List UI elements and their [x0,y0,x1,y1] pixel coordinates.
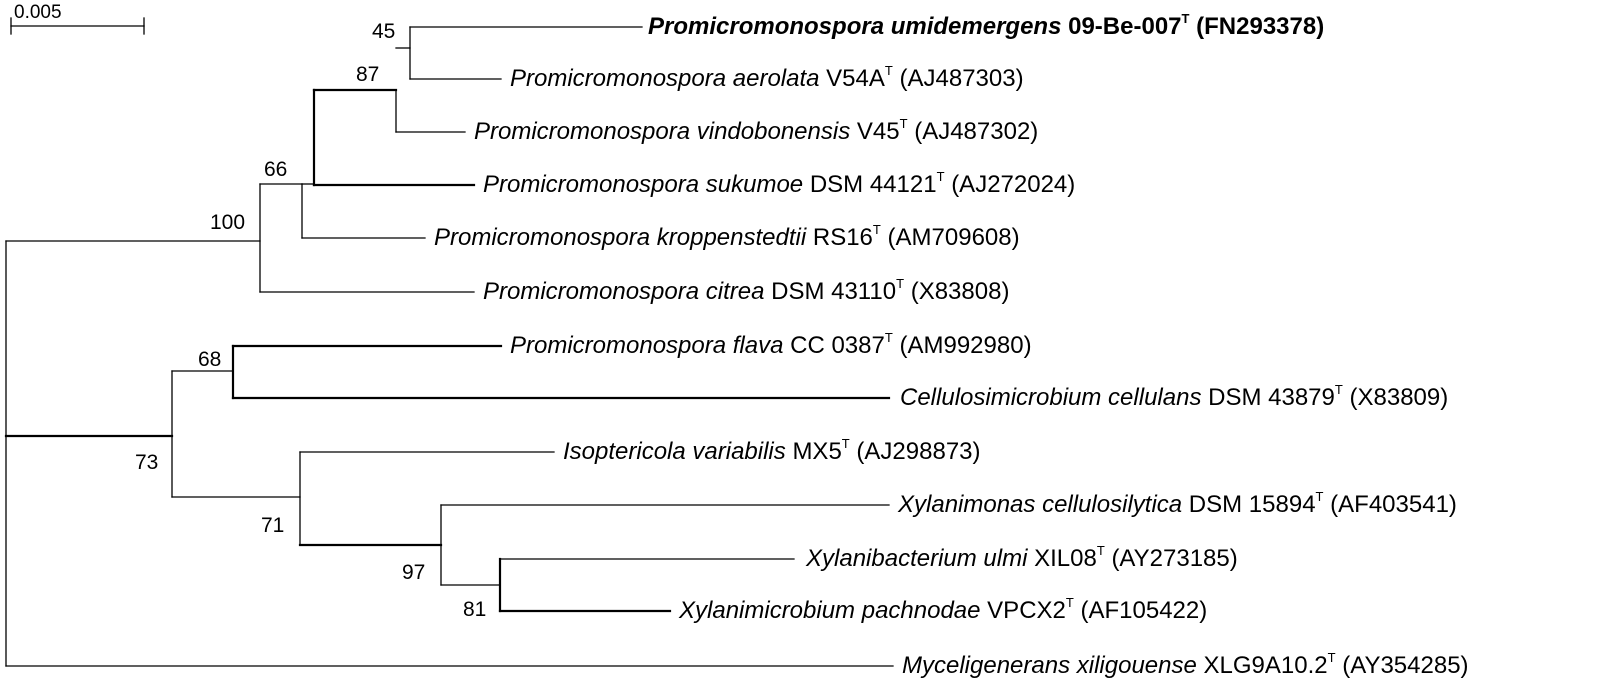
bootstrap-100: 100 [210,211,246,234]
accession: (X83808) [910,278,1010,305]
leaf-label: Promicromonospora kroppenstedtii RS16T (… [434,222,1020,252]
leaf-label: Promicromonospora aerolata V54AT (AJ4873… [510,63,1024,93]
leaf-label: Promicromonospora citrea DSM 43110T (X83… [483,276,1010,306]
species-name: Promicromonospora flava [510,332,784,359]
species-name: Isoptericola variabilis [563,438,786,465]
bootstrap-73: 73 [135,451,159,474]
type-strain-mark: T [899,116,908,131]
strain: RS16 [812,224,873,251]
type-strain-mark: T [884,63,893,78]
accession: (X83809) [1349,384,1449,411]
strain: DSM 15894 [1188,491,1316,518]
strain: V54A [826,65,885,92]
strain: DSM 44121 [809,171,937,198]
leaf-label: Isoptericola variabilis MX5T (AJ298873) [563,436,981,466]
leaf-label: Promicromonospora vindobonensis V45T (AJ… [474,116,1039,146]
scale-bar-label: 0.005 [14,2,62,23]
type-strain-mark: T [841,436,850,451]
strain: XLG9A10.2 [1203,652,1328,679]
type-strain-mark: T [1315,489,1324,504]
bootstrap-68: 68 [198,348,222,371]
type-strain-mark: T [884,330,893,345]
accession: (AJ272024) [951,171,1076,198]
bootstrap-97: 97 [402,561,426,584]
bootstrap-45: 45 [372,20,396,43]
type-strain-mark: T [1334,382,1343,397]
leaf-label: Promicromonospora sukumoe DSM 44121T (AJ… [483,169,1076,199]
accession: (AF105422) [1080,597,1208,624]
bootstrap-81: 81 [463,598,487,621]
species-name: Cellulosimicrobium cellulans [900,384,1202,411]
strain: DSM 43110 [771,278,897,305]
leaf-label: Xylanimicrobium pachnodae VPCX2T (AF1054… [679,595,1208,625]
species-name: Xylanibacterium ulmi [806,545,1028,572]
leaf-label: Cellulosimicrobium cellulans DSM 43879T … [900,382,1449,412]
accession: (AM992980) [899,332,1032,359]
leaf-label: Xylanibacterium ulmi XIL08T (AY273185) [806,543,1238,573]
bootstrap-71: 71 [261,514,285,537]
accession: (FN293378) [1196,13,1325,40]
type-strain-mark: T [872,222,881,237]
strain: MX5 [792,438,842,465]
bootstrap-87: 87 [356,63,380,86]
strain: XIL08 [1034,545,1097,572]
accession: (AY354285) [1342,652,1469,679]
type-strain-mark: T [1096,543,1105,558]
species-name: Promicromonospora vindobonensis [474,118,851,145]
species-name: Xylanimicrobium pachnodae [679,597,981,624]
species-name: Myceligenerans xiligouense [902,652,1197,679]
species-name: Promicromonospora sukumoe [483,171,804,198]
type-strain-mark: T [1065,595,1074,610]
strain: CC 0387 [790,332,885,359]
strain: VPCX2 [987,597,1066,624]
leaf-label: Myceligenerans xiligouense XLG9A10.2T (A… [902,650,1469,680]
type-strain-mark: T [896,276,905,291]
species-name: Promicromonospora kroppenstedtii [434,224,807,251]
accession: (AF403541) [1330,491,1457,518]
species-name: Promicromonospora umidemergens [648,13,1062,40]
leaf-label: Promicromonospora umidemergens 09-Be-007… [648,11,1325,41]
leaf-label: Promicromonospora flava CC 0387T (AM9929… [510,330,1032,360]
strain: 09-Be-007 [1068,13,1182,40]
accession: (AJ298873) [856,438,981,465]
bootstrap-66: 66 [264,158,288,181]
type-strain-mark: T [936,169,945,184]
accession: (AJ487302) [914,118,1039,145]
species-name: Promicromonospora aerolata [510,65,820,92]
type-strain-mark: T [1181,11,1190,26]
accession: (AY273185) [1111,545,1238,572]
type-strain-mark: T [1327,650,1336,665]
species-name: Xylanimonas cellulosilytica [898,491,1183,518]
strain: DSM 43879 [1208,384,1335,411]
leaf-label: Xylanimonas cellulosilytica DSM 15894T (… [898,489,1457,519]
species-name: Promicromonospora citrea [483,278,765,305]
accession: (AJ487303) [899,65,1024,92]
accession: (AM709608) [887,224,1020,251]
strain: V45 [856,118,900,145]
